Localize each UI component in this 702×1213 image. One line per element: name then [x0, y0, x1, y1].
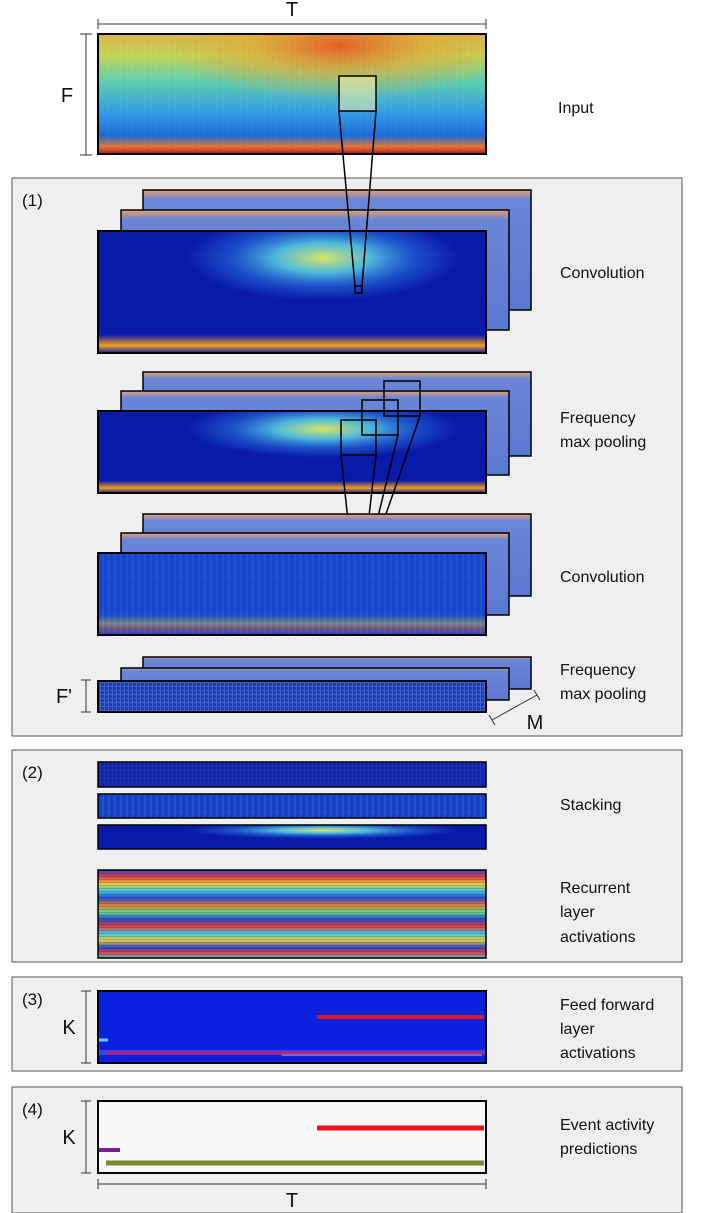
feed-forward-activations: [97, 990, 487, 1064]
reduced-freq-axis: F': [56, 679, 91, 713]
conv1-stack: [97, 189, 532, 354]
input-label: Input: [558, 100, 594, 117]
pred-classes-label: K: [62, 1127, 76, 1149]
pred-label-line2: predictions: [560, 1141, 637, 1158]
maps-axis: M: [488, 689, 544, 734]
maps-label: M: [527, 712, 544, 734]
bottom-time-label: T: [286, 1190, 298, 1212]
reduced-freq-label: F': [56, 686, 72, 708]
recurrent-label-line2: layer: [560, 904, 595, 921]
event-predictions: [97, 1100, 487, 1174]
stacked-maps: [97, 761, 487, 850]
section-1-label: (1): [22, 191, 43, 210]
input-spectrogram: [97, 33, 487, 155]
pool1-label-line1: Frequency: [560, 410, 636, 427]
stacking-label: Stacking: [560, 797, 621, 814]
ff-classes-label: K: [62, 1017, 76, 1039]
freq-axis: F: [61, 33, 92, 156]
section-3-label: (3): [22, 990, 43, 1009]
top-time-label: T: [286, 0, 298, 21]
ff-label-line3: activations: [560, 1045, 636, 1062]
recurrent-label-line3: activations: [560, 929, 636, 946]
receptive-field-1: [338, 75, 377, 294]
recurrent-activations: [97, 869, 487, 959]
pool2-label-line1: Frequency: [560, 662, 636, 679]
conv2-label: Convolution: [560, 569, 645, 586]
ff-label-line1: Feed forward: [560, 997, 654, 1014]
pool1-stack: [97, 371, 532, 494]
pool2-label-line2: max pooling: [560, 686, 646, 703]
bottom-time-axis: T: [97, 1179, 487, 1212]
pool1-label-line2: max pooling: [560, 434, 646, 451]
section-2-label: (2): [22, 763, 43, 782]
freq-label: F: [61, 85, 73, 107]
ff-classes-axis: K: [62, 990, 91, 1064]
ff-label-line2: layer: [560, 1021, 595, 1038]
pred-classes-axis: K: [62, 1100, 91, 1174]
conv1-label: Convolution: [560, 265, 645, 282]
section-4-label: (4): [22, 1100, 43, 1119]
pred-label-line1: Event activity: [560, 1117, 654, 1134]
top-time-axis: T: [97, 0, 487, 29]
recurrent-label-line1: Recurrent: [560, 880, 631, 897]
pool2-stack: [97, 656, 532, 713]
conv2-stack: [97, 513, 532, 636]
